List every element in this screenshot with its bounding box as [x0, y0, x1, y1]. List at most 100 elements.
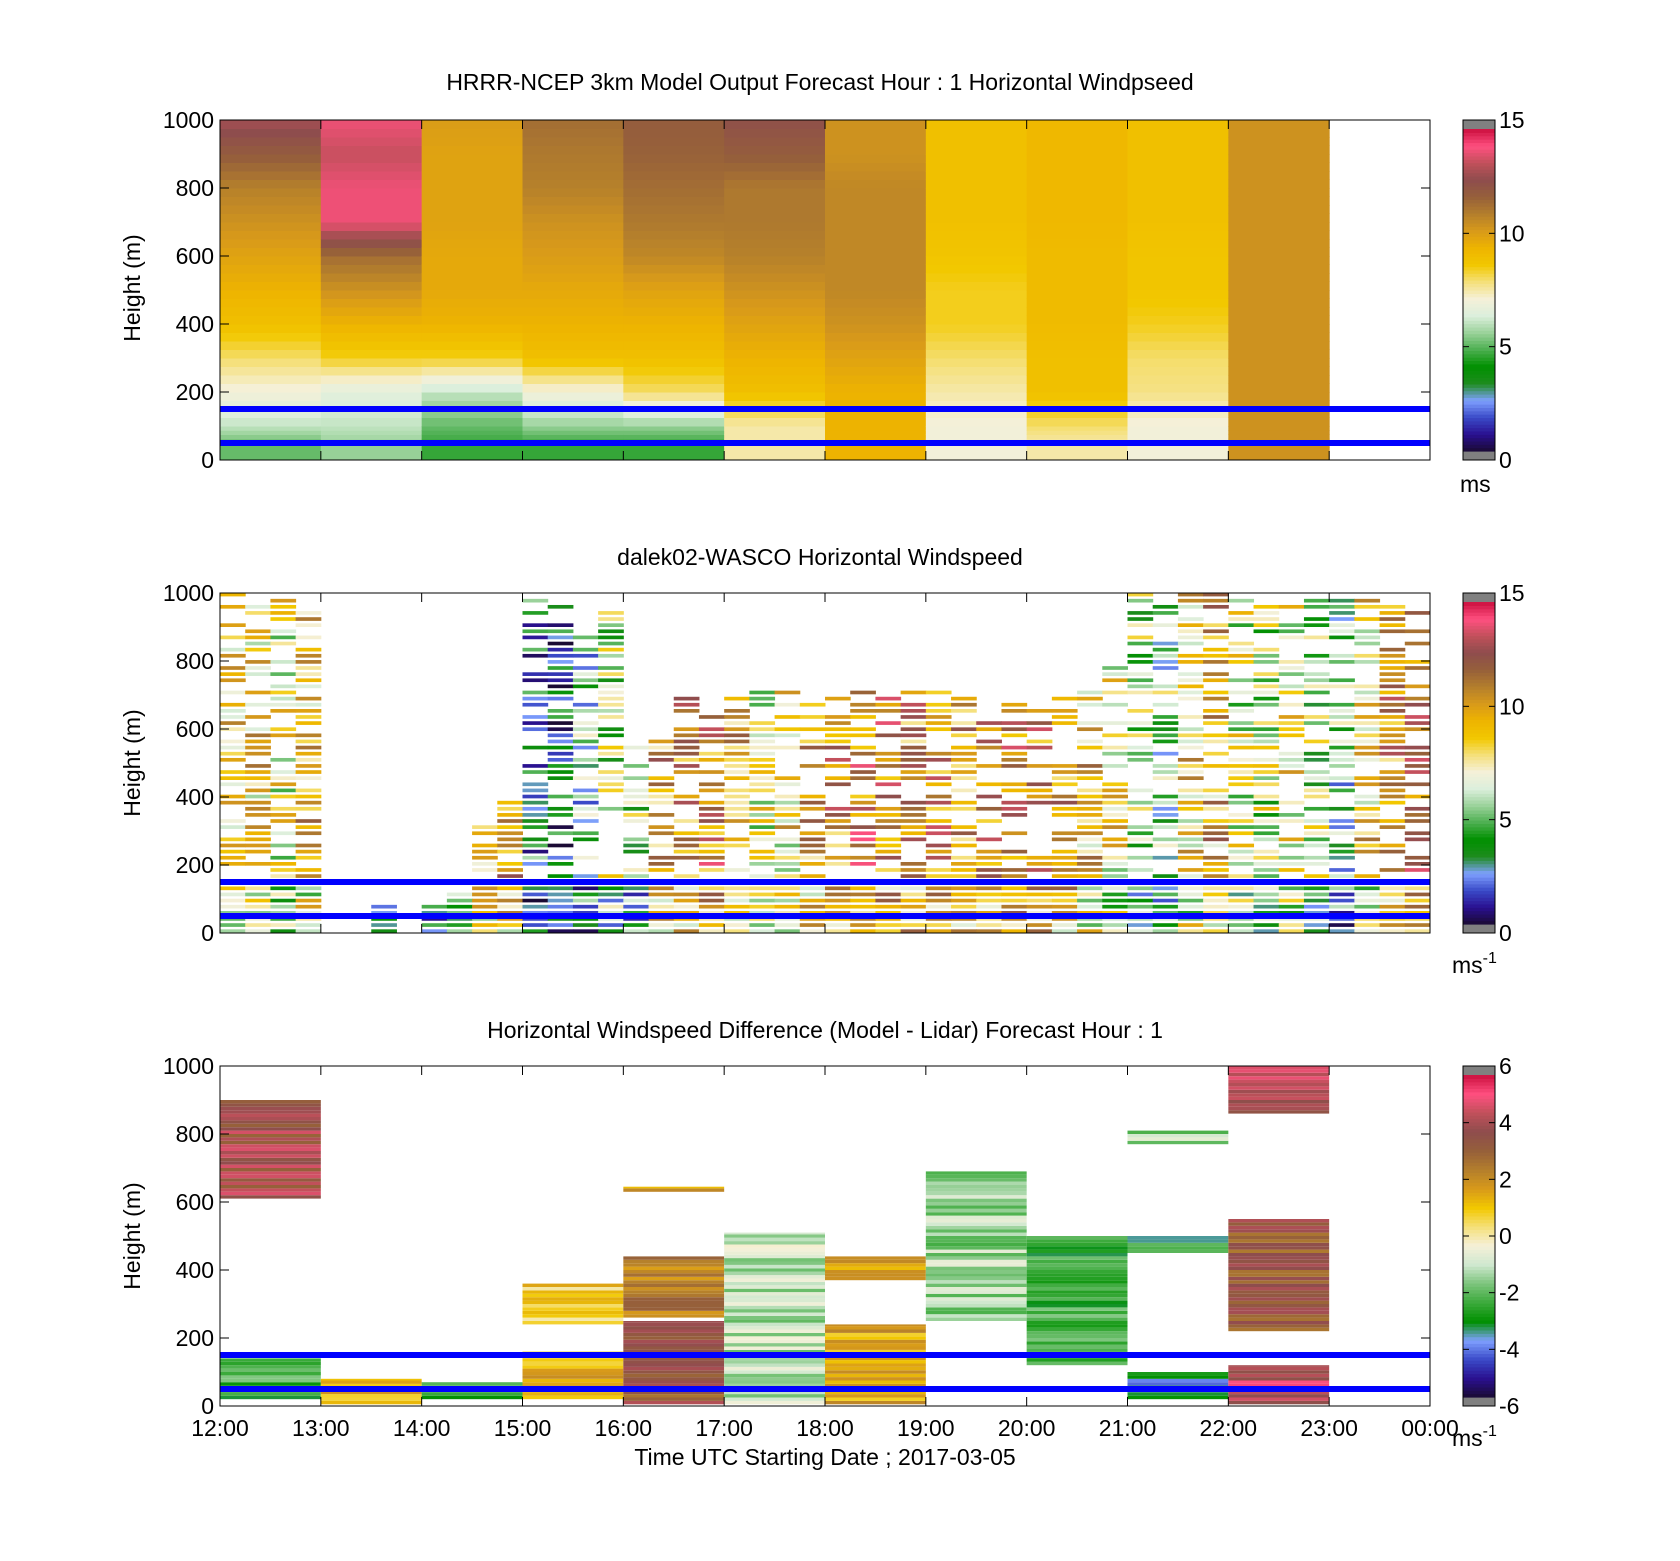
colorbar-swatch [1463, 232, 1495, 237]
lidar-cell [1278, 770, 1305, 774]
model-cell [1127, 447, 1229, 452]
colorbar-swatch [1463, 202, 1495, 207]
model-cell [320, 409, 423, 418]
lidar-cell [623, 819, 650, 823]
lidar-cell [1177, 855, 1204, 860]
lidar-cell [799, 806, 826, 811]
lidar-cell [1152, 874, 1179, 878]
lidar-cell [951, 843, 977, 848]
lidar-cell [1404, 666, 1431, 670]
model-cell [724, 145, 826, 155]
lidar-cell [572, 653, 599, 658]
difference-cell [1026, 1334, 1128, 1338]
colorbar-swatch [1463, 655, 1495, 660]
model-cell [1127, 455, 1229, 461]
lidar-cell [1404, 892, 1431, 897]
lidar-cell [598, 788, 624, 793]
model-cell [724, 430, 826, 435]
model-cell [522, 188, 624, 197]
model-cell [925, 447, 1028, 452]
model-cell [724, 298, 826, 308]
model-cell [1228, 375, 1330, 384]
colorbar-tick-label: 10 [1499, 693, 1525, 719]
lidar-cell [446, 904, 473, 909]
difference-cell [220, 1378, 321, 1383]
lidar-cell [825, 757, 851, 762]
lidar-cell [1228, 733, 1255, 738]
lidar-cell [951, 721, 977, 725]
model-cell [320, 273, 423, 282]
lidar-cell [951, 757, 977, 762]
lidar-cell [572, 739, 599, 744]
lidar-cell [1152, 776, 1179, 780]
difference-cell [522, 1317, 624, 1321]
model-cell [1026, 426, 1128, 431]
lidar-cell [1177, 806, 1204, 811]
lidar-cell [598, 782, 624, 787]
lidar-cell [295, 709, 322, 713]
lidar-cell [825, 855, 851, 860]
model-cell [320, 455, 423, 461]
lidar-cell [1278, 892, 1305, 897]
lidar-cell [1253, 862, 1280, 866]
lidar-cell [900, 929, 927, 933]
model-cell [320, 222, 423, 231]
lidar-cell [547, 751, 574, 756]
model-cell [421, 188, 523, 197]
difference-cell [1026, 1270, 1128, 1274]
y-tick-label: 400 [176, 311, 214, 337]
difference-cell [320, 1378, 422, 1381]
difference-cell [623, 1336, 725, 1340]
colorbar-swatch [1463, 1336, 1495, 1341]
lidar-cell [1102, 892, 1128, 897]
lidar-cell [799, 702, 826, 707]
model-cell [421, 341, 523, 350]
colorbar-swatch [1463, 410, 1495, 415]
lidar-cell [648, 910, 675, 915]
difference-cell [925, 1283, 1027, 1287]
difference-cell [925, 1178, 1027, 1182]
difference-cell [724, 1319, 825, 1323]
lidar-cell [799, 886, 826, 891]
lidar-cell [522, 721, 549, 725]
lidar-cell [774, 800, 801, 805]
difference-cell [825, 1360, 926, 1364]
model-cell [724, 154, 826, 163]
lidar-cell [1278, 886, 1305, 891]
lidar-cell [1152, 806, 1179, 811]
lidar-cell [825, 910, 851, 915]
difference-cell [421, 1395, 523, 1400]
model-cell [522, 366, 624, 376]
lidar-cell [1077, 855, 1103, 860]
lidar-cell [749, 855, 776, 860]
lidar-cell [1228, 862, 1255, 866]
lidar-cell [1278, 604, 1305, 609]
model-cell [925, 298, 1028, 308]
lidar-cell [1077, 800, 1103, 805]
lidar-cell [270, 635, 297, 640]
colorbar-swatch [1463, 736, 1495, 741]
lidar-cell [1228, 929, 1255, 933]
model-cell [1228, 247, 1330, 257]
lidar-cell [1127, 825, 1154, 829]
lidar-cell [1001, 874, 1028, 878]
lidar-cell [295, 678, 322, 683]
colorbar-swatch [1463, 444, 1495, 449]
difference-cell [724, 1315, 825, 1320]
model-cell [1127, 281, 1229, 291]
model-cell [1127, 247, 1229, 257]
colorbar-swatch [1463, 900, 1495, 905]
lidar-cell [295, 819, 322, 823]
lidar-cell [1278, 733, 1305, 738]
lidar-cell [245, 690, 271, 695]
lidar-cell [1001, 855, 1028, 860]
lidar-cell [1077, 819, 1103, 823]
model-cell [1026, 430, 1128, 435]
panel-2-reference-lines [220, 879, 1430, 919]
colorbar-swatch [1463, 417, 1495, 422]
model-cell [925, 162, 1028, 172]
lidar-cell [572, 727, 599, 732]
lidar-cell [295, 910, 322, 915]
colorbar-swatch [1463, 1393, 1495, 1398]
lidar-cell [547, 604, 574, 609]
